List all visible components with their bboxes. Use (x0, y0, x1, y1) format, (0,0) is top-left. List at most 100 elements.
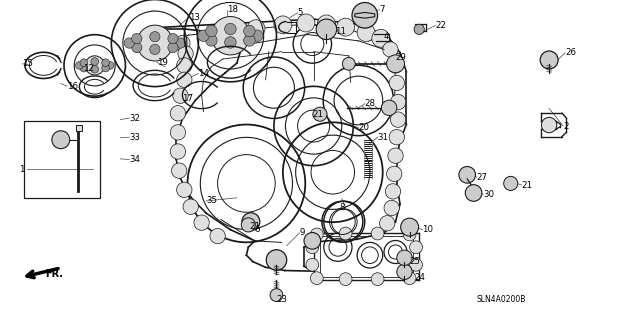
Circle shape (389, 75, 404, 91)
Text: 28: 28 (365, 99, 376, 108)
Circle shape (390, 94, 406, 110)
Text: 26: 26 (565, 48, 576, 57)
Circle shape (387, 55, 404, 73)
Text: 9: 9 (300, 228, 305, 237)
Circle shape (244, 35, 255, 46)
Text: 29: 29 (396, 53, 406, 62)
Circle shape (540, 51, 558, 69)
Text: 12: 12 (83, 64, 94, 73)
Circle shape (387, 166, 402, 182)
Circle shape (225, 23, 236, 35)
Circle shape (244, 25, 255, 37)
Circle shape (403, 272, 416, 285)
Circle shape (150, 32, 160, 42)
Text: 19: 19 (157, 58, 168, 67)
Circle shape (177, 58, 192, 73)
Circle shape (410, 258, 422, 271)
Polygon shape (355, 12, 375, 18)
Circle shape (175, 38, 186, 48)
Circle shape (80, 64, 88, 72)
Text: 27: 27 (477, 173, 488, 182)
Circle shape (175, 35, 190, 51)
Circle shape (221, 26, 239, 43)
Circle shape (183, 199, 198, 214)
Circle shape (339, 227, 352, 240)
Bar (24, 121, 100, 198)
Text: 6: 6 (255, 225, 260, 234)
Text: 20: 20 (358, 123, 369, 132)
Circle shape (252, 30, 263, 41)
Circle shape (198, 30, 209, 41)
Circle shape (247, 20, 265, 38)
Circle shape (266, 250, 287, 270)
Circle shape (310, 228, 323, 241)
Circle shape (52, 131, 70, 149)
Circle shape (389, 130, 404, 145)
Circle shape (170, 106, 186, 121)
Circle shape (194, 215, 209, 230)
Circle shape (390, 112, 406, 127)
Circle shape (172, 163, 187, 178)
Text: 21: 21 (250, 222, 260, 231)
Circle shape (85, 56, 104, 75)
Circle shape (371, 273, 384, 286)
Circle shape (459, 167, 476, 183)
Text: FR.: FR. (45, 269, 63, 279)
Circle shape (178, 46, 193, 61)
Text: 24: 24 (415, 273, 426, 282)
Circle shape (410, 241, 422, 254)
Circle shape (371, 227, 384, 240)
Circle shape (270, 289, 283, 301)
Circle shape (306, 258, 319, 271)
Circle shape (242, 213, 260, 231)
Circle shape (241, 218, 255, 232)
Circle shape (339, 273, 352, 286)
Circle shape (91, 65, 99, 73)
Circle shape (177, 182, 192, 197)
Circle shape (414, 24, 424, 34)
Text: 25: 25 (410, 257, 420, 266)
Circle shape (310, 272, 323, 285)
Circle shape (304, 233, 321, 249)
Circle shape (337, 18, 355, 36)
Circle shape (342, 57, 355, 70)
Text: 14: 14 (198, 69, 209, 78)
Circle shape (150, 44, 160, 55)
Circle shape (124, 38, 134, 48)
Circle shape (380, 216, 395, 231)
Text: 5: 5 (298, 8, 303, 17)
Circle shape (372, 29, 390, 47)
Circle shape (168, 42, 178, 53)
Text: 34: 34 (129, 155, 140, 164)
Circle shape (274, 16, 292, 34)
Circle shape (306, 241, 319, 254)
Circle shape (177, 72, 192, 87)
Circle shape (397, 250, 412, 265)
Circle shape (80, 59, 88, 67)
Text: 18: 18 (227, 5, 238, 14)
Text: 8: 8 (339, 203, 345, 212)
Text: 31: 31 (378, 133, 388, 142)
Circle shape (76, 62, 83, 69)
Circle shape (297, 14, 315, 32)
Circle shape (397, 264, 412, 279)
Text: 21: 21 (522, 181, 532, 189)
Text: 22: 22 (435, 21, 446, 30)
Circle shape (106, 62, 114, 69)
Text: 4: 4 (384, 32, 390, 41)
Circle shape (132, 42, 142, 53)
Circle shape (357, 24, 375, 41)
Text: 35: 35 (206, 197, 217, 205)
Text: 10: 10 (422, 225, 433, 234)
Circle shape (388, 148, 403, 163)
Circle shape (170, 125, 186, 140)
Text: 11: 11 (335, 27, 346, 36)
Circle shape (465, 185, 482, 201)
Text: 21: 21 (312, 110, 323, 119)
Text: 23: 23 (276, 295, 287, 304)
Text: 7: 7 (380, 5, 385, 14)
Text: 2: 2 (563, 122, 569, 130)
Text: 15: 15 (22, 59, 33, 68)
Circle shape (225, 37, 236, 48)
Text: 30: 30 (483, 190, 494, 199)
